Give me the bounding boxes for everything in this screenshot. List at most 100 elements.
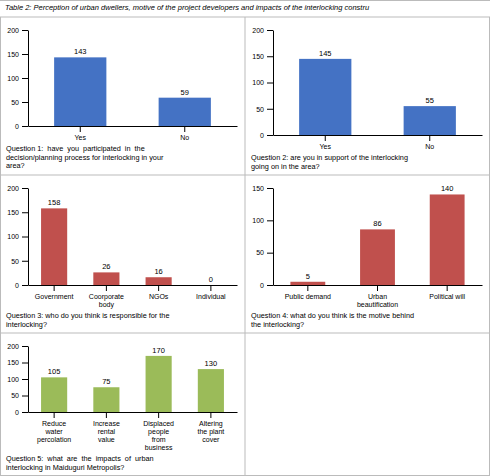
tick-mark — [106, 412, 107, 418]
tick-label: 50 — [256, 249, 264, 256]
axis-line — [28, 189, 29, 286]
tick-mark — [267, 109, 273, 110]
tick-label-line: Yes — [320, 143, 332, 150]
question-line: Question 5: what are the impacts of urba… — [6, 454, 154, 463]
x-tick: Coorporatebody — [89, 285, 124, 309]
tick-label: Reducewaterpercolation — [37, 420, 71, 444]
tick-mark — [22, 412, 28, 413]
bars — [54, 57, 211, 126]
tick-mark — [158, 412, 159, 418]
tick-label-line: Altering — [199, 420, 223, 428]
tick-label: 50 — [11, 257, 19, 264]
question: Question 1: have you participated in the… — [6, 144, 164, 171]
tick-label: 200 — [7, 343, 19, 350]
question: Question 3: who do you think is responsi… — [6, 311, 169, 329]
tick-mark — [377, 285, 378, 291]
bar — [198, 285, 224, 286]
tick-label: Increaserentalvalue — [93, 420, 120, 443]
tick-label: 150 — [252, 53, 264, 60]
tick-label: Alteringthe plantcover — [197, 420, 224, 443]
data-labels: 586140 — [306, 184, 454, 280]
tick-mark — [267, 56, 273, 57]
tick-mark — [22, 396, 28, 397]
chart: 050100150200ReducewaterpercolationIncrea… — [7, 343, 237, 451]
tick-label-line: Individual — [196, 293, 226, 300]
tick-label: 150 — [252, 185, 264, 192]
bar — [54, 57, 106, 126]
question: Question 4: what do you think is the mot… — [251, 311, 414, 329]
x-axis: Reducewaterpercolation Increaserentalvalu… — [29, 412, 238, 451]
tick-label: 0 — [15, 409, 19, 416]
tick-mark — [22, 102, 28, 103]
question-line: decision/planning process for interlocki… — [6, 153, 164, 162]
tick-label: 200 — [252, 27, 264, 34]
tick-label-line: the plant — [197, 428, 224, 436]
tick-mark — [22, 188, 28, 189]
tick-mark — [210, 412, 211, 418]
bar — [146, 277, 172, 285]
x-tick: Individual — [196, 285, 226, 300]
chart: 050100150200 Government Coorporatebody NGOs… — [7, 185, 237, 309]
tick-label: Urbanbeautification — [357, 293, 398, 308]
axis-line — [28, 31, 29, 127]
tick-label: 100 — [7, 75, 19, 82]
x-tick: Political will — [429, 285, 465, 300]
x-tick: No — [180, 126, 189, 141]
axis-line — [29, 285, 238, 286]
x-tick: Government — [35, 285, 74, 300]
tick-mark — [267, 135, 273, 136]
tick-label: 0 — [15, 123, 19, 130]
tick-label: Public demand — [285, 293, 331, 300]
y-tick: 150 — [7, 359, 28, 366]
axis-line — [29, 412, 238, 413]
chart: 0 50 100 150 Public demand Urbanbeautificatio… — [252, 184, 482, 308]
x-axis: Government Coorporatebody NGOs Individual — [29, 285, 238, 309]
tick-label-line: body — [99, 301, 115, 309]
data-labels: 14555 — [319, 49, 434, 105]
tick-label: NGOs — [149, 293, 169, 300]
tick-label-line: people — [148, 428, 169, 436]
tick-mark — [22, 346, 28, 347]
x-axis: Yes No — [29, 126, 238, 141]
question-line: going on in the area? — [251, 162, 320, 171]
tick-label-line: Displaced — [143, 420, 174, 428]
tick-label-line: Yes — [75, 134, 87, 141]
tick-label: 0 — [260, 132, 264, 139]
x-tick: NGOs — [149, 285, 169, 300]
bar — [41, 208, 67, 285]
tick-mark — [22, 363, 28, 364]
bars — [41, 208, 172, 285]
tick-mark — [447, 285, 448, 291]
y-tick: 150 — [252, 53, 273, 60]
tick-label-line: Political will — [429, 293, 465, 300]
tick-mark — [267, 253, 273, 254]
y-tick: 50 — [11, 99, 28, 106]
y-tick: 0 — [260, 282, 273, 289]
tick-label-line: Government — [35, 293, 74, 300]
y-tick: 50 — [256, 105, 273, 112]
y-tick: 100 — [252, 217, 273, 224]
tick-label: Political will — [429, 293, 465, 300]
y-tick: 100 — [252, 79, 273, 86]
tick-label: 100 — [252, 79, 264, 86]
tick-mark — [22, 78, 28, 79]
tick-mark — [267, 30, 273, 31]
y-tick: 150 — [7, 209, 28, 216]
y-tick: 200 — [252, 27, 273, 34]
bar — [360, 229, 395, 285]
tick-label: 200 — [7, 27, 19, 34]
bar — [93, 387, 119, 412]
y-tick: 150 — [252, 185, 273, 192]
bar — [290, 282, 325, 285]
data-label: 145 — [319, 49, 332, 58]
y-axis: 0 50 100 150 200 — [252, 27, 273, 139]
x-tick: Yes — [75, 126, 87, 141]
chart: 050100150200YesNo14359 — [7, 27, 237, 141]
table-borders — [0, 1, 490, 476]
tick-label: 0 — [260, 282, 264, 289]
tick-mark — [325, 135, 326, 141]
x-tick: Yes — [320, 135, 332, 150]
data-label: 86 — [373, 219, 381, 228]
tick-label-line: No — [425, 143, 434, 150]
y-axis: 050100150200 — [7, 185, 28, 289]
